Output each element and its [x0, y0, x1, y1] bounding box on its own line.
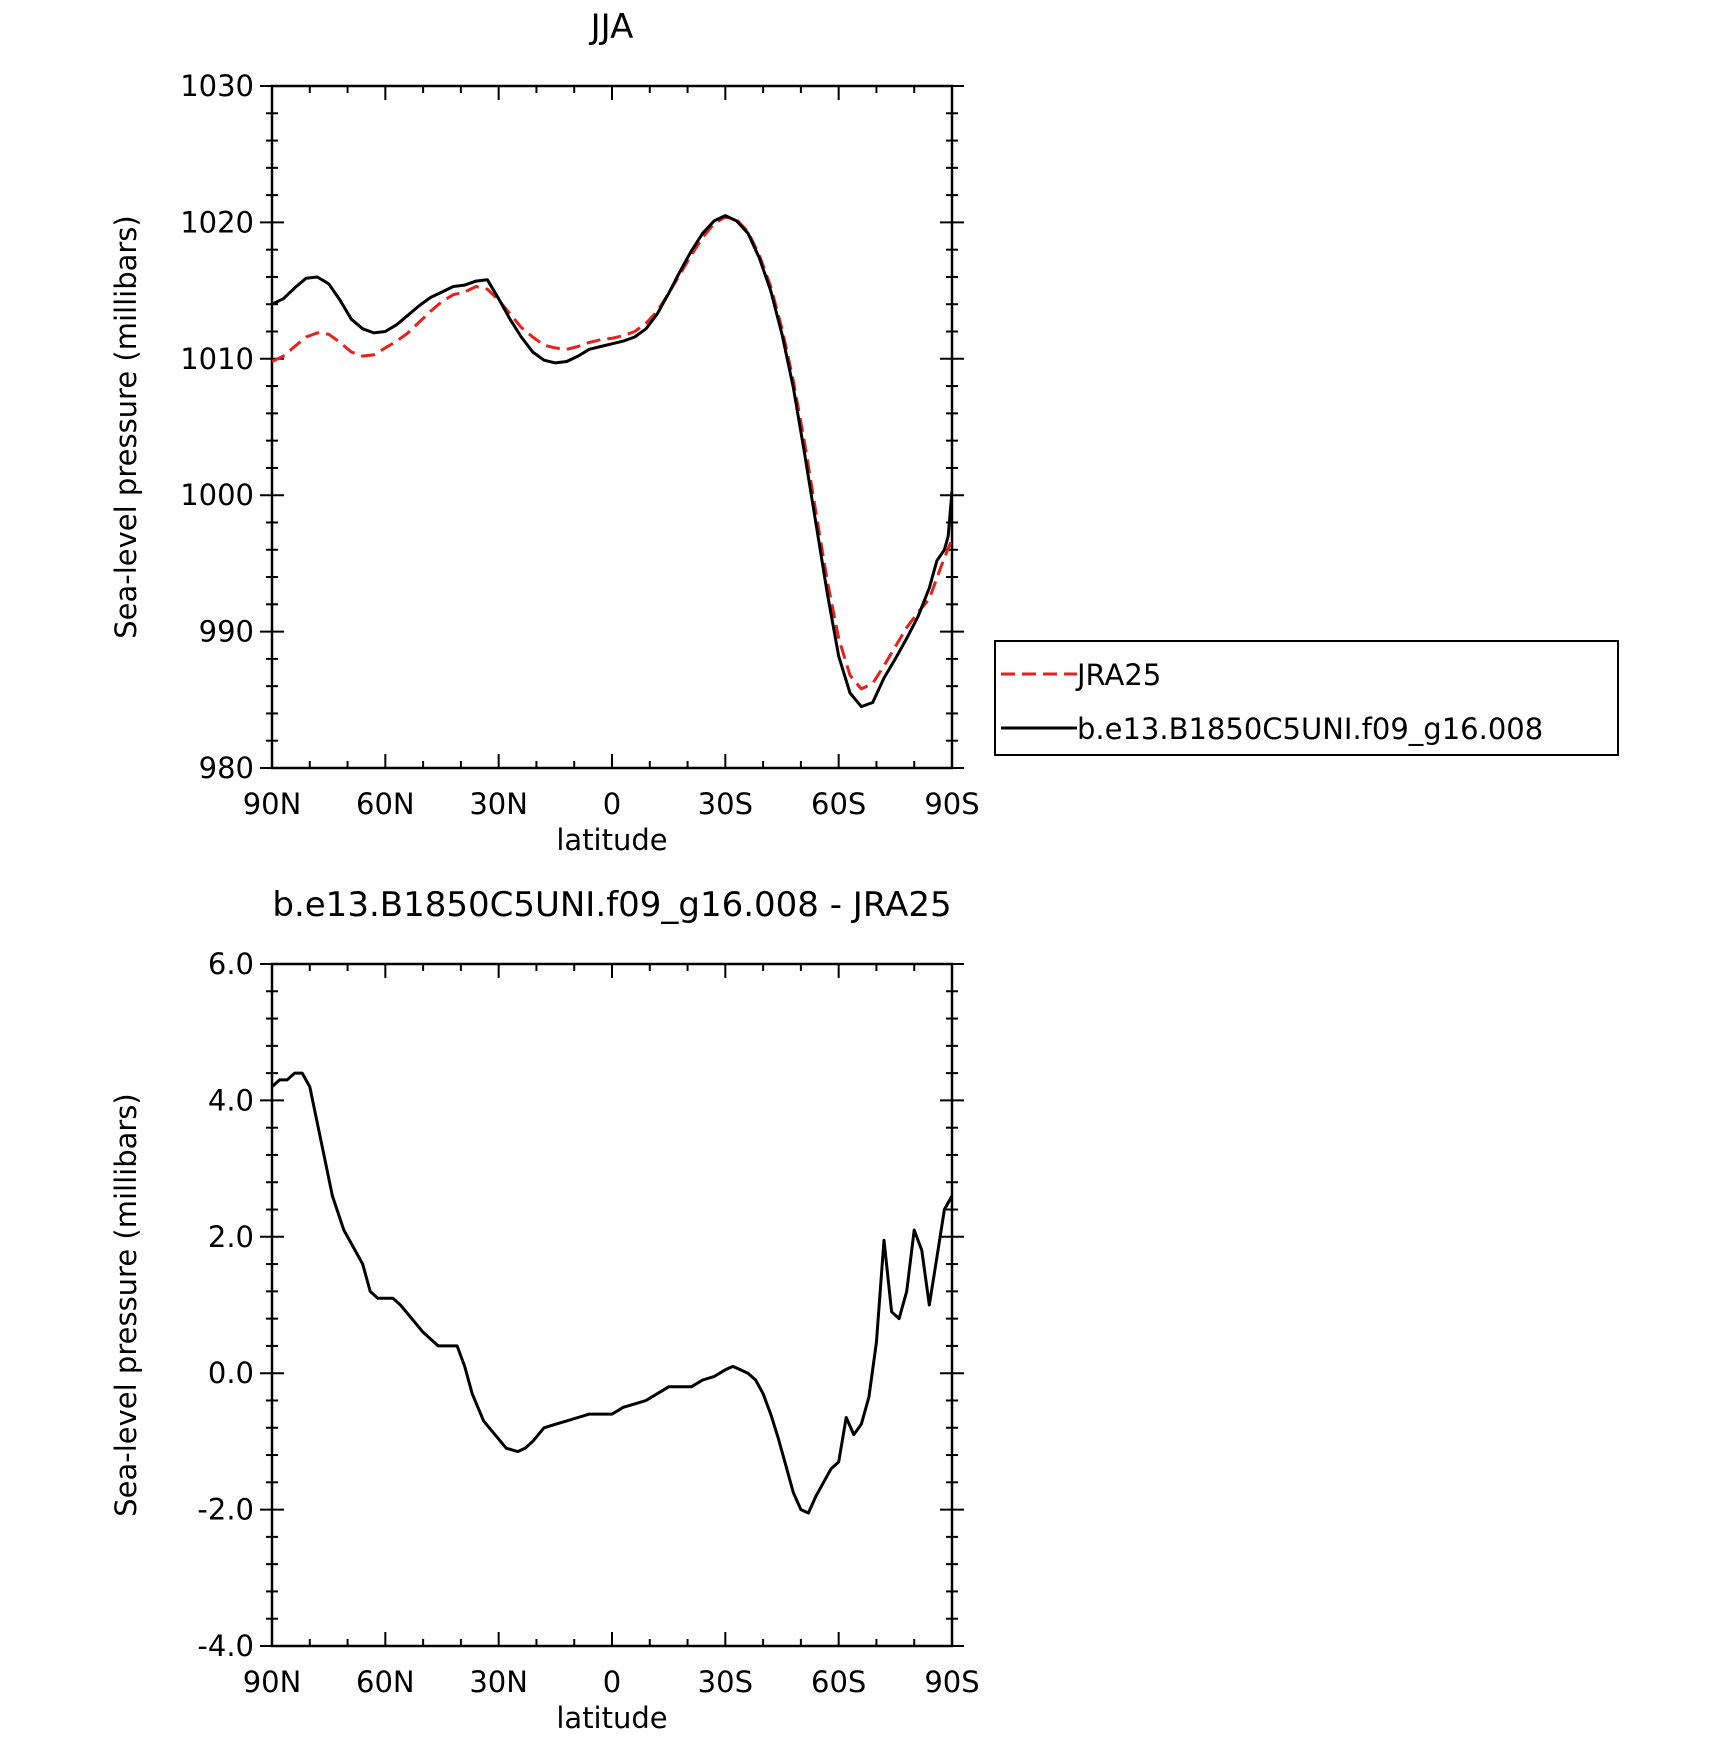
x-axis-label: latitude [556, 1701, 667, 1735]
legend: JRA25 b.e13.B1850C5UNI.f09_g16.008 [994, 640, 1619, 756]
x-tick-label: 90N [243, 787, 302, 821]
chart-title: b.e13.B1850C5UNI.f09_g16.008 - JRA25 [272, 885, 951, 925]
y-axis-label: Sea-level pressure (millibars) [109, 1093, 143, 1516]
x-tick-label: 30N [469, 787, 528, 821]
x-tick-label: 90S [924, 787, 979, 821]
legend-label-1: b.e13.B1850C5UNI.f09_g16.008 [1077, 712, 1543, 746]
plot-frame [270, 84, 954, 770]
x-tick-label: 0 [603, 787, 621, 821]
y-tick-label: 4.0 [208, 1083, 254, 1117]
y-tick-label: 1000 [180, 478, 254, 512]
x-tick-label: 30S [698, 1665, 753, 1699]
series-line-1 [272, 214, 952, 709]
panel-jja: 90N 60N 30N 0 30S 60S 90S 980 990 1000 1010 1020 103… [109, 7, 980, 857]
y-tick-label: 0.0 [208, 1356, 254, 1390]
y-tick-label: -2.0 [197, 1493, 254, 1527]
x-tick-label: 30N [469, 1665, 528, 1699]
series-line-0 [272, 215, 952, 691]
y-tick-label: 1030 [180, 69, 254, 103]
y-tick-label: 1010 [180, 342, 254, 376]
legend-box [994, 640, 1619, 756]
series-line-0 [272, 1071, 952, 1515]
panel-difference: 90N 60N 30N 0 30S 60S 90S -4.0 -2.0 0.0 2.0 4.0 6.0 b… [109, 885, 980, 1735]
y-axis-label: Sea-level pressure (millibars) [109, 215, 143, 638]
x-tick-label: 60N [356, 787, 415, 821]
x-tick-label: 90N [243, 1665, 302, 1699]
legend-label-0: JRA25 [1075, 658, 1161, 692]
plot-frame [270, 962, 954, 1648]
x-tick-label: 0 [603, 1665, 621, 1699]
x-tick-label: 60N [356, 1665, 415, 1699]
y-tick-label: 2.0 [208, 1220, 254, 1254]
chart-title: JJA [589, 7, 634, 47]
y-tick-label: -4.0 [197, 1629, 254, 1663]
x-axis-label: latitude [556, 823, 667, 857]
x-tick-label: 90S [924, 1665, 979, 1699]
x-tick-label: 30S [698, 787, 753, 821]
x-tick-label: 60S [811, 787, 866, 821]
x-tick-label: 60S [811, 1665, 866, 1699]
y-tick-label: 6.0 [208, 947, 254, 981]
y-tick-label: 980 [199, 751, 254, 785]
y-tick-label: 990 [199, 615, 254, 649]
y-tick-label: 1020 [180, 205, 254, 239]
